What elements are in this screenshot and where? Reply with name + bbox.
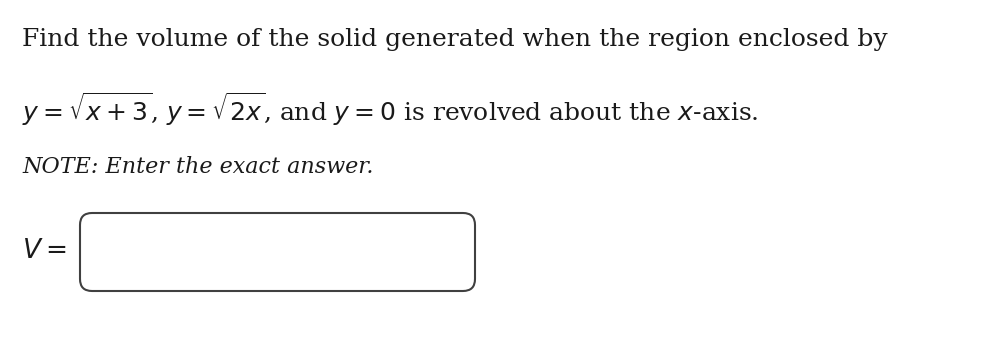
Text: Find the volume of the solid generated when the region enclosed by: Find the volume of the solid generated w… (22, 28, 888, 51)
Text: $V =$: $V =$ (22, 237, 67, 262)
Text: NOTE: Enter the exact answer.: NOTE: Enter the exact answer. (22, 156, 374, 178)
Text: $y = \sqrt{x+3}$, $y = \sqrt{2x}$, and $y = 0$ is revolved about the $x$-axis.: $y = \sqrt{x+3}$, $y = \sqrt{2x}$, and $… (22, 90, 758, 127)
FancyBboxPatch shape (80, 213, 475, 291)
